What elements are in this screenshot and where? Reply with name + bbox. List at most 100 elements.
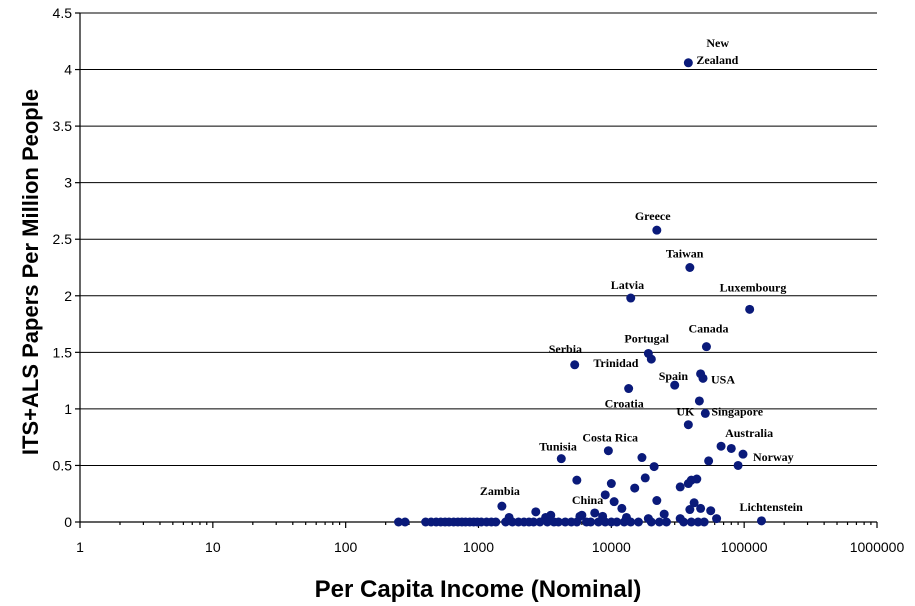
data-point [652,496,662,506]
y-tick-label: 1.5 [53,344,73,360]
y-axis-label: ITS+ALS Papers Per Million People [18,89,43,455]
data-point [501,517,511,527]
data-point [619,517,629,527]
data-point [706,506,716,516]
point-label: Canada [688,322,728,336]
point-label: Costa Rica [582,431,638,445]
data-point [542,517,552,527]
data-point [679,517,689,527]
data-point-labeled [497,501,507,511]
x-tick-label: 1000000 [850,539,905,555]
point-label: Spain [659,369,689,383]
y-tick-label: 2.5 [53,231,73,247]
point-label: Zealand [696,53,738,67]
data-point [572,517,582,527]
point-label: Serbia [549,342,582,356]
data-point-labeled [683,58,693,68]
data-points [394,58,766,527]
y-tick-label: 0.5 [53,457,73,473]
data-point-labeled [670,380,680,390]
point-label: Luxembourg [720,280,787,294]
data-point [733,460,743,470]
data-point [606,479,616,489]
point-label: UK [676,405,695,419]
point-label: USA [711,372,735,386]
gridlines [80,12,877,466]
point-label: Norway [753,450,794,464]
point-label: China [572,493,603,507]
x-tick-label: 1 [76,539,84,555]
y-tick-label: 0 [64,514,72,530]
point-label: Lichtenstein [739,500,803,514]
x-tick-label: 100 [334,539,358,555]
x-tick-label: 1000 [463,539,494,555]
data-point [661,517,671,527]
data-point [586,517,596,527]
data-point [531,507,541,517]
point-labels: New Zealand Greece Taiwan Latvia Luxembourg Ca… [480,36,803,514]
x-tick-label: 10000 [592,539,631,555]
data-point [553,517,563,527]
point-label: Trinidad [593,356,638,370]
data-point [535,517,545,527]
data-point [686,517,696,527]
data-point-labeled [685,263,695,272]
data-point-labeled [603,446,613,456]
data-point [633,517,643,527]
data-point [400,517,410,527]
point-label: Zambia [480,484,520,498]
y-tick-label: 4 [64,62,72,78]
data-point [572,475,582,485]
x-tick-label: 10 [205,539,221,555]
data-point [692,474,702,484]
data-point-labeled [716,441,726,451]
data-point [685,505,695,515]
data-point-labeled [646,354,656,364]
data-point-labeled [698,373,708,383]
data-point [394,517,404,527]
point-label: Taiwan [666,247,704,261]
data-point [600,490,610,500]
data-point-labeled [700,408,710,418]
data-point-labeled [652,225,662,235]
data-point-labeled [738,449,748,459]
data-point-labeled [756,516,766,526]
data-point-labeled [626,293,636,303]
data-point [637,453,647,463]
data-point [649,462,659,472]
point-label: Singapore [711,404,763,418]
y-tick-label: 3 [64,175,72,191]
data-point [609,497,619,507]
point-label: Latvia [611,278,644,292]
point-label: Portugal [624,331,669,345]
y-tick-label: 2 [64,288,72,304]
point-label: Tunisia [539,440,577,454]
data-point [630,483,640,493]
data-point [675,482,685,492]
data-point [590,508,600,518]
data-point [617,503,627,513]
data-point [529,517,539,527]
data-point-labeled [683,420,693,430]
point-label: New [706,36,729,50]
data-point [694,396,704,406]
data-point [491,517,501,527]
tick-labels: 0 0.5 1 1.5 2 2.5 3 3.5 4 4.5 1 10 100 1000 10000 10000… [53,5,905,555]
data-point-labeled [745,304,755,314]
data-point-labeled [624,384,634,394]
point-label: Greece [635,209,671,223]
y-tick-label: 4.5 [53,5,73,21]
data-point-labeled [701,342,711,352]
y-tick-label: 3.5 [53,118,73,134]
data-point [689,498,699,508]
data-point-labeled [570,360,580,370]
data-point [659,509,669,519]
data-point [654,517,664,527]
y-tick-label: 1 [64,401,72,417]
x-axis-label: Per Capita Income (Nominal) [315,576,642,603]
data-point [612,517,622,527]
data-point-labeled [556,454,566,464]
data-point [640,473,650,483]
data-point [712,514,722,524]
